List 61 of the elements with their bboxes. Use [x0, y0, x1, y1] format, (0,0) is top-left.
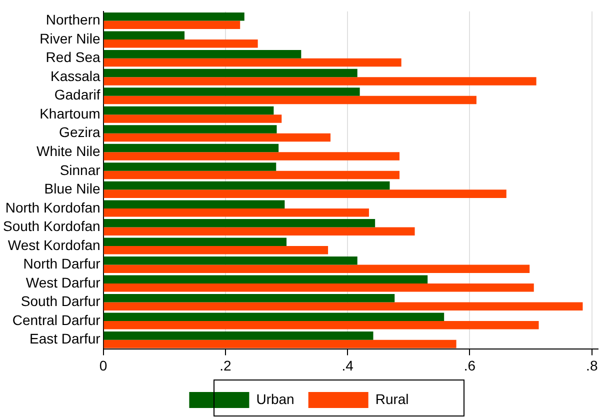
y-tick-label: Gezira [59, 124, 101, 140]
bar [104, 31, 185, 40]
y-tick-label: Northern [46, 12, 100, 28]
bar [104, 332, 374, 340]
bar [104, 227, 415, 236]
y-tick-label: North Darfur [23, 256, 101, 272]
bar [104, 12, 244, 21]
bar [104, 88, 360, 96]
legend-label: Urban [256, 390, 294, 407]
x-tick-label: .2 [220, 357, 232, 374]
y-tick-label: Kassala [50, 68, 101, 84]
y-tick-label: Sinnar [60, 162, 101, 178]
y-tick-label: White Nile [36, 143, 101, 160]
bar [104, 218, 376, 228]
bar [104, 58, 402, 67]
bar [104, 152, 400, 160]
bar [104, 264, 530, 274]
bar [104, 275, 428, 284]
bar [104, 312, 444, 322]
bar [104, 125, 277, 134]
bar [104, 114, 282, 123]
bar [104, 133, 330, 142]
bar [104, 170, 400, 180]
y-tick-label: Gadarif [54, 86, 100, 103]
bar [104, 96, 476, 104]
bar [104, 40, 258, 48]
y-tick-label: Blue Nile [44, 180, 101, 197]
bar [104, 20, 240, 30]
y-tick-label: West Kordofan [8, 236, 100, 253]
y-tick-label: Red Sea [46, 49, 101, 66]
y-tick-label: River Nile [40, 30, 100, 46]
bar [104, 162, 276, 171]
y-tick-label: South Darfur [20, 293, 101, 310]
bar [104, 106, 274, 115]
x-tick-label: 0 [99, 357, 108, 374]
bar [104, 200, 285, 208]
bar [104, 321, 539, 330]
bar [104, 294, 395, 302]
bar [104, 77, 536, 86]
bar [104, 302, 583, 311]
y-tick-label: West Darfur [26, 274, 101, 290]
x-tick-label: .4 [342, 357, 354, 374]
bar [104, 340, 456, 348]
legend-label: Rural [375, 390, 409, 407]
bar [104, 181, 390, 190]
bar [104, 246, 328, 254]
bar [104, 190, 506, 198]
x-tick-label: .6 [464, 357, 476, 374]
y-tick-label: East Darfur [29, 330, 101, 347]
bar [104, 144, 279, 152]
x-tick-label: .8 [586, 357, 598, 374]
y-tick-label: North Kordofan [5, 199, 100, 216]
bar [104, 208, 369, 217]
bar [104, 256, 358, 265]
bar [104, 50, 302, 58]
bar [104, 68, 358, 78]
bar [104, 284, 534, 292]
y-tick-label: South Kordofan [3, 218, 100, 234]
y-tick-label: Central Darfur [12, 312, 101, 328]
y-tick-label: Khartoum [40, 105, 100, 122]
bar [104, 238, 287, 246]
